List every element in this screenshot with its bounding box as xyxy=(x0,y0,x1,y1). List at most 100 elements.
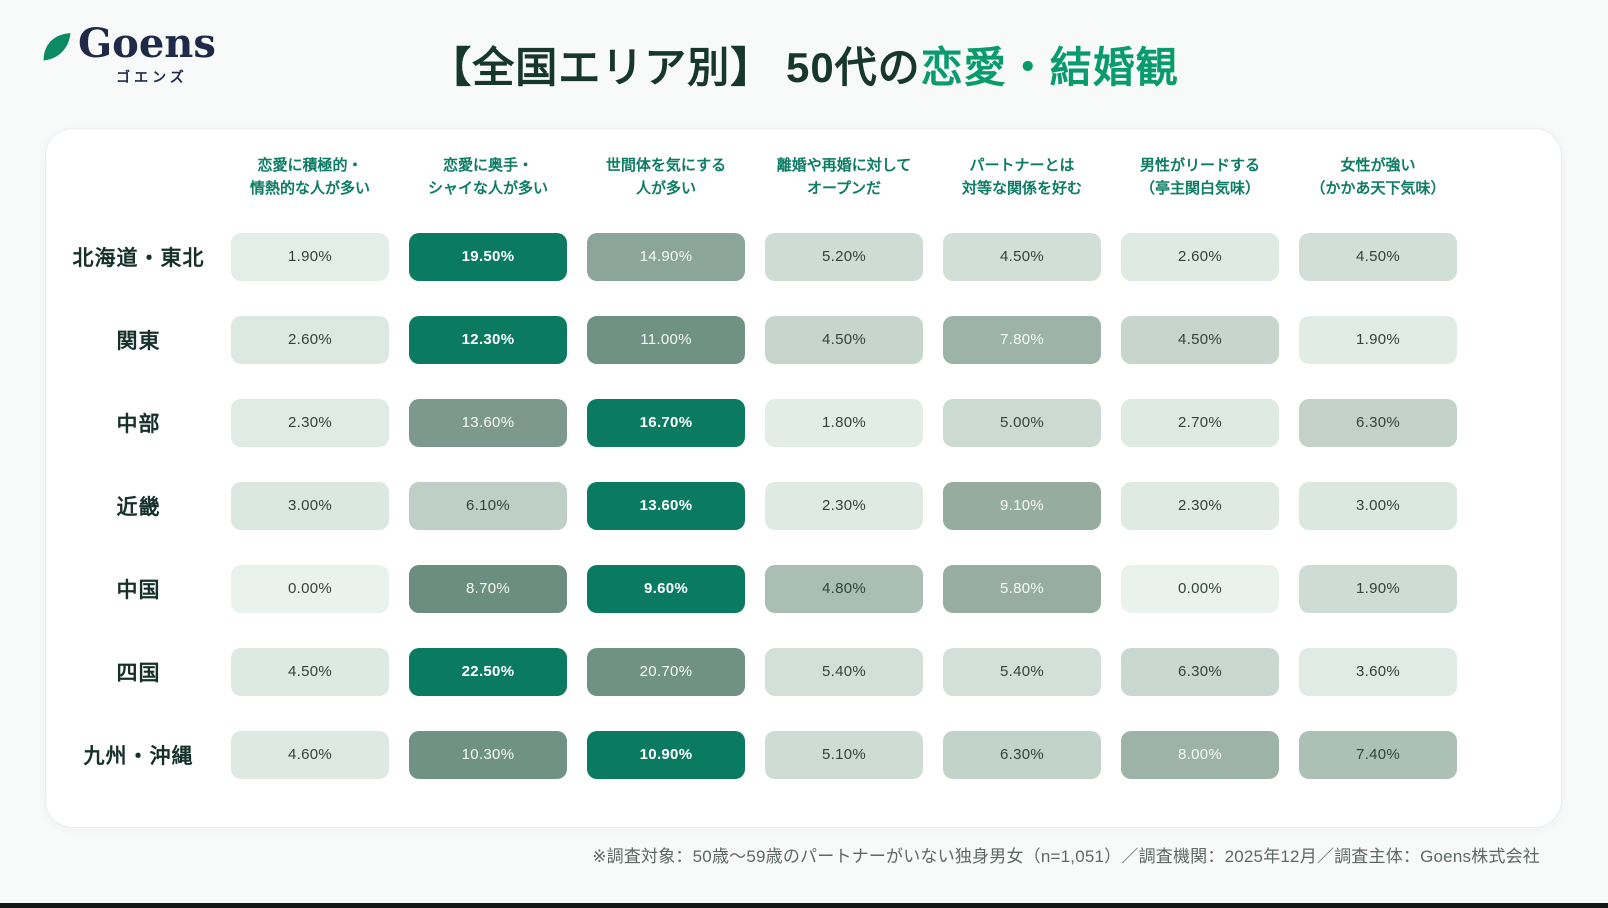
value-cell: 11.00% xyxy=(587,315,745,364)
row-label: 北海道・東北 xyxy=(72,246,205,270)
value-cell-slot: 13.60% xyxy=(409,381,567,464)
row-label: 近畿 xyxy=(116,495,161,519)
footnote: ※調査対象：50歳〜59歳のパートナーがいない独身男女（n=1,051）／調査機… xyxy=(592,847,1540,866)
corner-cell xyxy=(66,139,211,215)
value-cell: 4.50% xyxy=(231,647,389,696)
value-cell-slot: 4.60% xyxy=(231,713,389,796)
value-cell-slot: 1.90% xyxy=(231,215,389,298)
value-cell: 7.80% xyxy=(943,315,1101,364)
value-cell-slot: 2.30% xyxy=(765,464,923,547)
page-title: 【全国エリア別】 50代の恋愛・結婚観 xyxy=(0,34,1608,95)
value-cell: 4.50% xyxy=(765,315,923,364)
value-cell: 13.60% xyxy=(587,481,745,530)
value-cell-slot: 10.90% xyxy=(587,713,745,796)
value-cell-slot: 14.90% xyxy=(587,215,745,298)
value-cell: 5.10% xyxy=(765,730,923,779)
value-cell: 3.60% xyxy=(1299,647,1457,696)
row-label: 関東 xyxy=(116,329,161,353)
column-header: 離婚や再婚に対して オープンだ xyxy=(776,156,912,197)
value-cell: 5.80% xyxy=(943,564,1101,613)
value-cell: 1.90% xyxy=(1299,315,1457,364)
value-cell-slot: 20.70% xyxy=(587,630,745,713)
value-cell-slot: 4.50% xyxy=(1299,215,1457,298)
value-cell-slot: 5.00% xyxy=(943,381,1101,464)
value-cell-slot: 5.20% xyxy=(765,215,923,298)
column-header: 女性が強い （かかあ天下気味） xyxy=(1310,156,1446,197)
data-card: 恋愛に積極的・ 情熱的な人が多い 恋愛に奥手・ シャイな人が多い 世間体を気にする 人が多… xyxy=(45,128,1562,828)
value-cell-slot: 4.50% xyxy=(231,630,389,713)
row-label: 中国 xyxy=(116,578,161,602)
value-cell-slot: 19.50% xyxy=(409,215,567,298)
value-cell-slot: 1.80% xyxy=(765,381,923,464)
value-cell: 4.60% xyxy=(231,730,389,779)
value-cell-slot: 6.30% xyxy=(1121,630,1279,713)
value-cell: 8.00% xyxy=(1121,730,1279,779)
column-header: 男性がリードする （亭主関白気味） xyxy=(1139,156,1260,197)
logo-text: Goens xyxy=(78,20,216,67)
value-cell: 12.30% xyxy=(409,315,567,364)
value-cell-slot: 22.50% xyxy=(409,630,567,713)
value-cell: 4.50% xyxy=(1121,315,1279,364)
value-cell: 2.70% xyxy=(1121,398,1279,447)
value-cell-slot: 4.50% xyxy=(1121,298,1279,381)
value-cell-slot: 2.60% xyxy=(1121,215,1279,298)
value-cell-slot: 5.40% xyxy=(765,630,923,713)
value-cell: 9.60% xyxy=(587,564,745,613)
value-cell: 0.00% xyxy=(1121,564,1279,613)
value-cell-slot: 0.00% xyxy=(231,547,389,630)
value-cell-slot: 1.90% xyxy=(1299,298,1457,381)
value-cell-slot: 12.30% xyxy=(409,298,567,381)
value-cell: 0.00% xyxy=(231,564,389,613)
value-cell: 2.60% xyxy=(231,315,389,364)
value-cell: 6.30% xyxy=(1299,398,1457,447)
value-cell: 14.90% xyxy=(587,232,745,281)
value-cell-slot: 2.70% xyxy=(1121,381,1279,464)
value-cell: 2.30% xyxy=(231,398,389,447)
value-cell-slot: 3.00% xyxy=(231,464,389,547)
column-header: 恋愛に奥手・ シャイな人が多い xyxy=(427,156,548,197)
value-cell-slot: 7.80% xyxy=(943,298,1101,381)
value-cell: 13.60% xyxy=(409,398,567,447)
row-label: 四国 xyxy=(116,661,161,685)
value-cell: 6.30% xyxy=(943,730,1101,779)
logo: Goens ゴエンズ xyxy=(40,24,216,87)
value-cell: 22.50% xyxy=(409,647,567,696)
value-cell-slot: 9.60% xyxy=(587,547,745,630)
row-label: 中部 xyxy=(116,412,161,436)
value-cell: 5.00% xyxy=(943,398,1101,447)
value-cell: 6.30% xyxy=(1121,647,1279,696)
value-cell-slot: 16.70% xyxy=(587,381,745,464)
value-cell-slot: 13.60% xyxy=(587,464,745,547)
value-cell: 1.90% xyxy=(1299,564,1457,613)
bottom-bar xyxy=(0,903,1608,908)
value-cell: 8.70% xyxy=(409,564,567,613)
heatmap-table: 恋愛に積極的・ 情熱的な人が多い 恋愛に奥手・ シャイな人が多い 世間体を気にする 人が多… xyxy=(46,129,1561,796)
page-title-prefix: 【全国エリア別】 50代の xyxy=(429,44,921,91)
value-cell-slot: 8.70% xyxy=(409,547,567,630)
value-cell-slot: 6.30% xyxy=(943,713,1101,796)
column-header: パートナーとは 対等な関係を好む xyxy=(961,156,1082,197)
value-cell-slot: 2.30% xyxy=(231,381,389,464)
value-cell: 7.40% xyxy=(1299,730,1457,779)
value-cell: 20.70% xyxy=(587,647,745,696)
value-cell-slot: 9.10% xyxy=(943,464,1101,547)
column-header: 世間体を気にする 人が多い xyxy=(605,156,727,197)
value-cell: 1.90% xyxy=(231,232,389,281)
value-cell: 4.50% xyxy=(1299,232,1457,281)
value-cell-slot: 2.60% xyxy=(231,298,389,381)
value-cell-slot: 4.50% xyxy=(765,298,923,381)
value-cell: 3.00% xyxy=(1299,481,1457,530)
value-cell: 4.80% xyxy=(765,564,923,613)
value-cell-slot: 8.00% xyxy=(1121,713,1279,796)
value-cell: 5.40% xyxy=(943,647,1101,696)
value-cell: 2.60% xyxy=(1121,232,1279,281)
value-cell-slot: 3.60% xyxy=(1299,630,1457,713)
value-cell: 5.40% xyxy=(765,647,923,696)
value-cell-slot: 10.30% xyxy=(409,713,567,796)
value-cell-slot: 11.00% xyxy=(587,298,745,381)
logo-kana: ゴエンズ xyxy=(116,69,188,85)
value-cell: 5.20% xyxy=(765,232,923,281)
page-title-highlight: 恋愛・結婚観 xyxy=(920,44,1179,91)
value-cell-slot: 4.50% xyxy=(943,215,1101,298)
value-cell: 10.90% xyxy=(587,730,745,779)
